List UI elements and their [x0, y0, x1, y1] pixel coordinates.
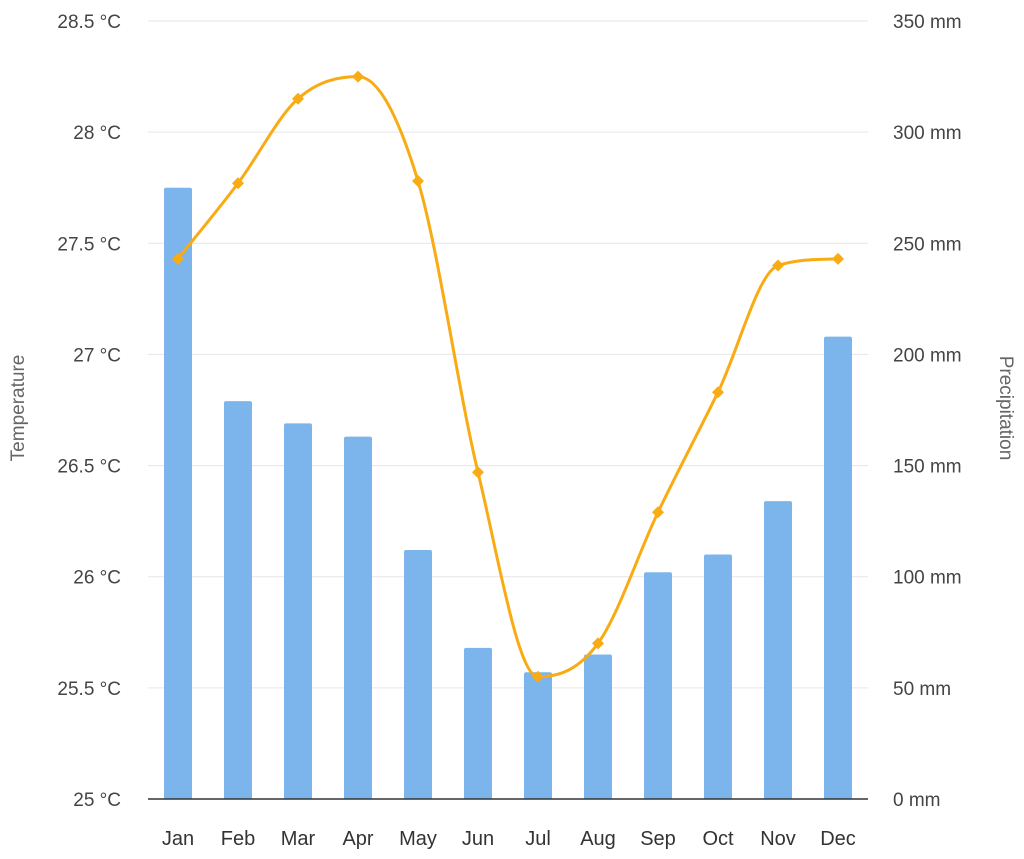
x-tick-label: Dec [820, 828, 856, 850]
temperature-point [592, 637, 604, 650]
precipitation-bar [164, 187, 192, 799]
x-tick-label: Sep [640, 828, 676, 850]
precipitation-bars [164, 187, 852, 799]
left-tick-label: 27 °C [73, 345, 121, 366]
right-tick-label: 150 mm [893, 457, 962, 478]
temperature-point [772, 259, 784, 272]
temperature-point [652, 506, 664, 519]
temperature-point [532, 670, 544, 683]
precipitation-bar [284, 423, 312, 799]
left-tick-label: 28.5 °C [57, 12, 121, 33]
x-tick-label: Oct [702, 828, 734, 850]
left-tick-label: 25.5 °C [57, 679, 121, 700]
precipitation-bar [704, 554, 732, 799]
precipitation-bar [764, 501, 792, 799]
left-tick-label: 25 °C [73, 790, 121, 811]
right-tick-label: 50 mm [893, 679, 951, 700]
temperature-point [352, 70, 364, 83]
precipitation-bar [824, 336, 852, 799]
temperature-line [176, 75, 839, 679]
x-tick-label: Jan [162, 828, 194, 850]
temperature-markers [172, 70, 844, 683]
precipitation-bar [584, 654, 612, 799]
temperature-series-line [176, 75, 839, 679]
x-tick-label: Jul [525, 828, 551, 850]
temperature-point [832, 252, 844, 265]
precipitation-bar [464, 647, 492, 799]
left-axis-ticks: 25 °C 25.5 °C 26 °C 26.5 °C 27 °C 27.5 °C 28 °… [57, 12, 121, 811]
precipitation-bar [344, 436, 372, 799]
x-tick-label: Feb [221, 828, 255, 850]
left-axis-title: Temperature [8, 355, 29, 462]
left-tick-label: 26 °C [73, 568, 121, 589]
right-tick-label: 200 mm [893, 345, 962, 366]
x-tick-label: Jun [462, 828, 494, 850]
x-tick-label: Apr [342, 828, 373, 850]
x-tick-label: Mar [281, 828, 316, 850]
temperature-point [172, 252, 184, 265]
temperature-point [292, 92, 304, 105]
right-axis-title: Precipitation [995, 356, 1016, 461]
precipitation-bar [524, 672, 552, 799]
right-axis-ticks: 0 mm 50 mm 100 mm 150 mm 200 mm 250 mm 300 mm 3… [893, 12, 962, 811]
precipitation-bar [644, 572, 672, 799]
temperature-point [232, 177, 244, 190]
gridlines [148, 20, 868, 689]
left-tick-label: 28 °C [73, 123, 121, 144]
x-axis-ticks: Jan Feb Mar Apr May Jun Jul Aug Sep Oct Nov Dec [162, 828, 856, 850]
right-tick-label: 0 mm [893, 790, 941, 811]
left-tick-label: 27.5 °C [57, 234, 121, 255]
temperature-point [472, 466, 484, 479]
right-tick-label: 100 mm [893, 568, 962, 589]
x-tick-label: Nov [760, 828, 796, 850]
temperature-point [712, 386, 724, 399]
right-tick-label: 350 mm [893, 12, 962, 33]
x-tick-label: Aug [580, 828, 616, 850]
temperature-point [412, 175, 424, 188]
left-tick-label: 26.5 °C [57, 457, 121, 478]
right-tick-label: 250 mm [893, 234, 962, 255]
right-tick-label: 300 mm [893, 123, 962, 144]
precipitation-bar [224, 401, 252, 799]
precipitation-bar [404, 550, 432, 799]
x-tick-label: May [399, 828, 437, 850]
